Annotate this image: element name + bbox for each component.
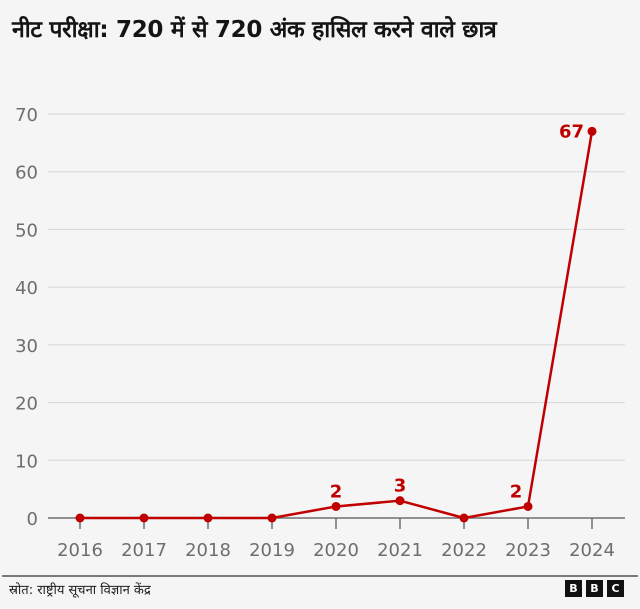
data-point [459,513,469,523]
data-point [203,513,213,523]
bbc-logo: B B C [565,580,624,597]
x-tick-label: 2024 [569,540,615,561]
y-tick-label: 70 [15,105,38,126]
data-point [139,513,149,523]
y-axis-ticks: 0 10 20 30 40 50 60 70 [15,105,38,530]
data-point [267,513,277,523]
x-axis: 2016 2017 2018 2019 2020 2021 2022 2023 2024 [48,517,625,561]
data-series [75,126,597,523]
gridlines [48,113,625,461]
data-label: 67 [559,121,584,142]
x-tick-label: 2019 [249,540,295,561]
line-chart: 0 10 20 30 40 50 60 70 2016 2017 2018 2019 2020 2021… [15,105,625,561]
data-point [587,126,597,136]
x-tick-label: 2022 [441,540,487,561]
data-point [395,496,405,506]
data-labels: 2 3 2 67 [330,121,584,502]
data-point [523,501,533,511]
x-tick-label: 2016 [57,540,103,561]
y-tick-label: 30 [15,336,38,357]
y-tick-label: 40 [15,278,38,299]
x-tick-label: 2020 [313,540,359,561]
x-tick-label: 2017 [121,540,167,561]
y-tick-label: 60 [15,163,38,184]
x-tick-label: 2021 [377,540,423,561]
source-text: स्रोत: राष्ट्रीय सूचना विज्ञान केंद्र [9,583,151,598]
data-label: 2 [510,481,523,502]
bbc-logo-letter: B [586,580,603,597]
bbc-logo-letter: B [565,580,582,597]
x-tick-label: 2023 [505,540,551,561]
x-tick-label: 2018 [185,540,231,561]
data-label: 3 [394,476,407,497]
y-tick-label: 0 [27,509,38,530]
data-point [331,501,341,511]
data-label: 2 [330,481,343,502]
bbc-logo-letter: C [607,580,624,597]
chart-title: नीट परीक्षा: 720 में से 720 अंक हासिल कर… [12,17,497,43]
data-point [75,513,85,523]
y-tick-label: 20 [15,394,38,415]
y-tick-label: 50 [15,220,38,241]
y-tick-label: 10 [15,451,38,472]
footer-divider [2,575,638,577]
